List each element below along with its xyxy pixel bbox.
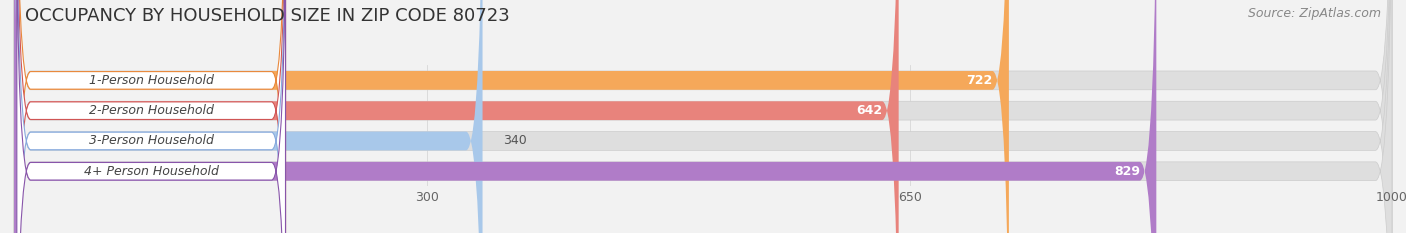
FancyBboxPatch shape xyxy=(17,0,285,233)
FancyBboxPatch shape xyxy=(14,0,482,233)
Text: 4+ Person Household: 4+ Person Household xyxy=(84,165,218,178)
FancyBboxPatch shape xyxy=(14,0,898,233)
FancyBboxPatch shape xyxy=(14,0,1156,233)
FancyBboxPatch shape xyxy=(14,0,1392,233)
Text: 1-Person Household: 1-Person Household xyxy=(89,74,214,87)
Text: 722: 722 xyxy=(966,74,993,87)
FancyBboxPatch shape xyxy=(17,0,285,233)
FancyBboxPatch shape xyxy=(14,0,1392,233)
Text: OCCUPANCY BY HOUSEHOLD SIZE IN ZIP CODE 80723: OCCUPANCY BY HOUSEHOLD SIZE IN ZIP CODE … xyxy=(25,7,510,25)
FancyBboxPatch shape xyxy=(14,0,1392,233)
FancyBboxPatch shape xyxy=(17,0,285,233)
Text: 2-Person Household: 2-Person Household xyxy=(89,104,214,117)
Text: 3-Person Household: 3-Person Household xyxy=(89,134,214,147)
FancyBboxPatch shape xyxy=(14,0,1010,233)
Text: 340: 340 xyxy=(503,134,527,147)
FancyBboxPatch shape xyxy=(14,0,1392,233)
FancyBboxPatch shape xyxy=(17,0,285,233)
Text: 642: 642 xyxy=(856,104,882,117)
Text: 829: 829 xyxy=(1114,165,1140,178)
Text: Source: ZipAtlas.com: Source: ZipAtlas.com xyxy=(1247,7,1381,20)
